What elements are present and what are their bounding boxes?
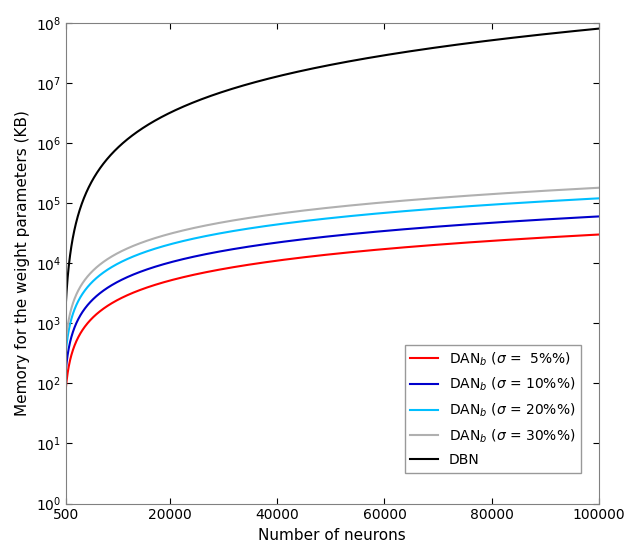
DAN$_b$ ($\sigma$ = 10%%) (595, 213, 602, 220)
Y-axis label: Memory for the weight parameters (KB): Memory for the weight parameters (KB) (15, 110, 30, 416)
DAN$_b$ ($\sigma$ = 20%%) (62, 349, 70, 356)
DAN$_b$ ($\sigma$ =  5%%) (321, 252, 329, 258)
DBN (481, 38, 489, 45)
DAN$_b$ ($\sigma$ = 20%%) (579, 196, 587, 203)
DAN$_b$ ($\sigma$ = 20%%) (307, 217, 315, 224)
DAN$_b$ ($\sigma$ = 10%%) (321, 233, 329, 240)
DAN$_b$ ($\sigma$ = 10%%) (481, 220, 489, 227)
DAN$_b$ ($\sigma$ =  5%%) (579, 232, 587, 239)
DAN$_b$ ($\sigma$ =  5%%) (62, 386, 70, 392)
Line: DAN$_b$ ($\sigma$ = 10%%): DAN$_b$ ($\sigma$ = 10%%) (66, 217, 598, 371)
DAN$_b$ ($\sigma$ =  5%%) (89, 314, 97, 321)
DAN$_b$ ($\sigma$ = 20%%) (89, 278, 97, 285)
DAN$_b$ ($\sigma$ = 20%%) (595, 195, 602, 201)
DAN$_b$ ($\sigma$ = 30%%) (481, 191, 489, 198)
X-axis label: Number of neurons: Number of neurons (259, 528, 406, 543)
DAN$_b$ ($\sigma$ = 30%%) (595, 185, 602, 191)
DAN$_b$ ($\sigma$ = 30%%) (62, 339, 70, 345)
DAN$_b$ ($\sigma$ = 30%%) (579, 185, 587, 192)
DAN$_b$ ($\sigma$ = 10%%) (579, 214, 587, 220)
Legend: DAN$_b$ ($\sigma$ =  5%%), DAN$_b$ ($\sigma$ = 10%%), DAN$_b$ ($\sigma$ = 20%%),: DAN$_b$ ($\sigma$ = 5%%), DAN$_b$ ($\sig… (404, 344, 581, 473)
DBN (579, 27, 587, 33)
Line: DBN: DBN (66, 28, 598, 305)
DAN$_b$ ($\sigma$ = 20%%) (579, 196, 587, 203)
DAN$_b$ ($\sigma$ = 10%%) (307, 235, 315, 242)
DAN$_b$ ($\sigma$ =  5%%) (307, 253, 315, 260)
DAN$_b$ ($\sigma$ =  5%%) (579, 232, 587, 239)
DBN (307, 65, 315, 72)
DAN$_b$ ($\sigma$ = 20%%) (321, 215, 329, 222)
Line: DAN$_b$ ($\sigma$ = 30%%): DAN$_b$ ($\sigma$ = 30%%) (66, 188, 598, 342)
DAN$_b$ ($\sigma$ = 30%%) (579, 185, 587, 192)
DAN$_b$ ($\sigma$ = 30%%) (307, 206, 315, 213)
DAN$_b$ ($\sigma$ = 10%%) (62, 368, 70, 374)
DAN$_b$ ($\sigma$ = 10%%) (89, 296, 97, 302)
DBN (595, 25, 602, 32)
DAN$_b$ ($\sigma$ = 10%%) (579, 214, 587, 220)
DBN (579, 27, 587, 33)
DAN$_b$ ($\sigma$ = 20%%) (481, 202, 489, 209)
DAN$_b$ ($\sigma$ =  5%%) (595, 231, 602, 238)
DAN$_b$ ($\sigma$ = 30%%) (321, 205, 329, 211)
DBN (321, 62, 329, 69)
DBN (62, 302, 70, 309)
DAN$_b$ ($\sigma$ =  5%%) (481, 238, 489, 244)
Line: DAN$_b$ ($\sigma$ = 20%%): DAN$_b$ ($\sigma$ = 20%%) (66, 198, 598, 353)
DAN$_b$ ($\sigma$ = 30%%) (89, 267, 97, 274)
DBN (89, 176, 97, 182)
Line: DAN$_b$ ($\sigma$ =  5%%): DAN$_b$ ($\sigma$ = 5%%) (66, 234, 598, 389)
